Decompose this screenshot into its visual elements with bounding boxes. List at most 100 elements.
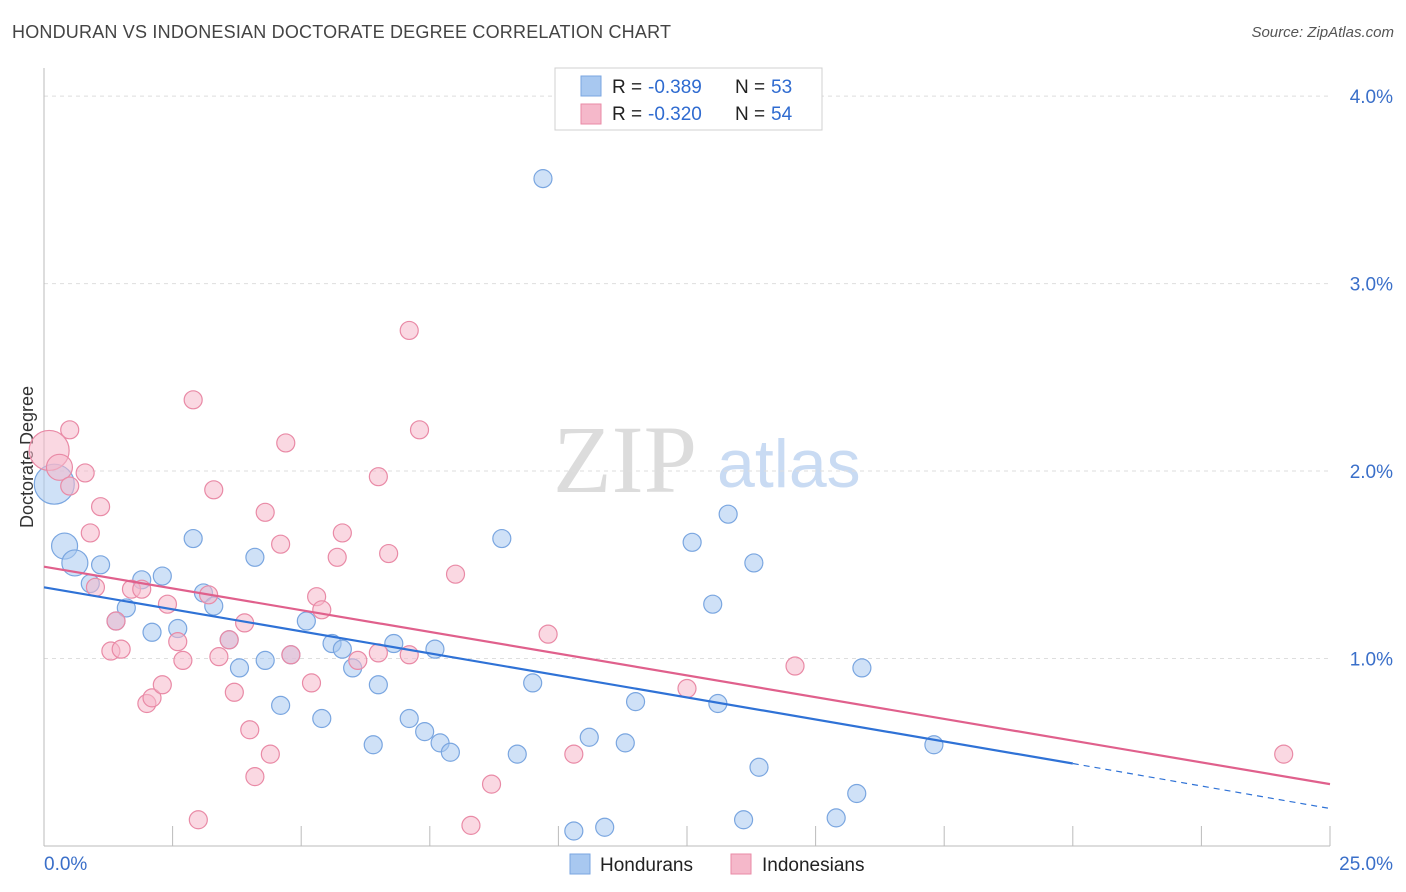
point-hondurans-25 [363, 735, 383, 755]
point-hondurans-15 [229, 658, 250, 678]
point-indonesians-19 [183, 390, 203, 410]
point-hondurans-39 [595, 817, 615, 837]
point-hondurans-36 [533, 169, 553, 189]
point-indonesians-41 [368, 467, 388, 487]
point-hondurans-51 [826, 808, 846, 828]
point-hondurans-23 [332, 639, 352, 659]
point-hondurans-9 [152, 566, 172, 586]
y-tick-label-3: 4.0% [1350, 87, 1393, 108]
point-indonesians-44 [399, 320, 419, 341]
point-hondurans-2 [61, 549, 89, 577]
point-indonesians-32 [276, 433, 296, 453]
trend-line-extension-hondurans [1072, 762, 1331, 810]
chart-legend: Hondurans Indonesians [569, 853, 864, 876]
legend-swatch-hondurans [569, 853, 591, 875]
point-hondurans-37 [564, 821, 584, 841]
x-ticks [43, 826, 1331, 846]
stats-n-label-2: N = [735, 104, 765, 125]
point-indonesians-6 [85, 577, 106, 597]
stats-box: R = -0.389 N = 53 R = -0.320 N = 54 [554, 67, 823, 131]
point-hondurans-8 [142, 622, 162, 642]
point-hondurans-41 [625, 692, 646, 712]
point-indonesians-52 [785, 656, 805, 676]
stats-n-label-1: N = [735, 77, 765, 98]
point-indonesians-48 [481, 774, 502, 794]
point-indonesians-33 [281, 645, 301, 665]
point-indonesians-30 [260, 744, 280, 764]
x-tick-label-0: 0.0% [44, 854, 87, 875]
y-tick-label-2: 3.0% [1350, 275, 1393, 296]
point-indonesians-14 [142, 688, 162, 708]
point-indonesians-22 [204, 480, 224, 500]
point-indonesians-24 [219, 630, 239, 650]
watermark-zip: ZIP [553, 406, 697, 513]
point-indonesians-47 [461, 815, 481, 835]
stats-n-value-1: 53 [771, 77, 792, 98]
stats-r-label-1: R = [612, 77, 642, 98]
point-hondurans-43 [703, 594, 723, 614]
point-hondurans-42 [682, 532, 702, 552]
point-indonesians-39 [348, 650, 368, 671]
trend-lines [43, 565, 1331, 810]
point-indonesians-10 [111, 639, 131, 659]
chart-title: HONDURAN VS INDONESIAN DOCTORATE DEGREE … [12, 22, 672, 42]
point-hondurans-50 [852, 658, 872, 678]
point-indonesians-37 [327, 547, 347, 567]
y-tick-label-0: 1.0% [1350, 650, 1393, 671]
point-indonesians-36 [312, 600, 332, 620]
legend-swatch-indonesians [730, 853, 752, 875]
point-indonesians-49 [538, 624, 558, 644]
legend-label-indonesians: Indonesians [762, 855, 864, 876]
point-hondurans-6 [116, 598, 136, 618]
x-tick-labels: 0.0% 25.0% [44, 854, 1393, 875]
point-indonesians-51 [677, 678, 697, 699]
point-indonesians-1 [45, 453, 74, 481]
point-hondurans-11 [183, 528, 203, 549]
point-indonesians-25 [224, 682, 244, 702]
point-hondurans-18 [271, 695, 291, 715]
point-indonesians-23 [209, 647, 229, 667]
point-hondurans-16 [245, 547, 265, 567]
point-hondurans-26 [368, 675, 388, 695]
point-hondurans-17 [255, 650, 275, 671]
point-hondurans-21 [312, 708, 332, 729]
point-indonesians-46 [445, 564, 466, 584]
point-hondurans-20 [296, 611, 316, 631]
stats-r-label-2: R = [612, 104, 642, 125]
point-hondurans-27 [384, 633, 404, 654]
stats-n-value-2: 54 [771, 104, 793, 125]
stats-swatch-indonesians [580, 103, 602, 125]
point-indonesians-5 [80, 523, 100, 543]
point-indonesians-38 [332, 523, 352, 543]
y-axis-title: Doctorate Degree [17, 386, 37, 528]
stats-r-value-1: -0.389 [648, 77, 702, 98]
point-hondurans-4 [90, 555, 111, 575]
grid-lines [44, 95, 1330, 660]
point-hondurans-28 [399, 708, 419, 729]
point-indonesians-42 [379, 543, 399, 564]
legend-label-hondurans: Hondurans [600, 855, 693, 876]
point-hondurans-49 [847, 783, 867, 804]
point-indonesians-3 [60, 476, 80, 496]
point-indonesians-17 [168, 632, 188, 652]
point-indonesians-31 [271, 534, 291, 554]
watermark-atlas: atlas [717, 426, 861, 502]
point-indonesians-9 [106, 611, 126, 631]
point-hondurans-40 [615, 733, 635, 753]
point-indonesians-53 [1274, 744, 1294, 764]
point-hondurans-45 [718, 504, 738, 524]
y-tick-labels: 1.0% 2.0% 3.0% 4.0% [1350, 87, 1393, 670]
point-hondurans-33 [492, 528, 512, 549]
x-tick-label-1: 25.0% [1339, 854, 1393, 875]
data-points [28, 169, 1294, 841]
point-hondurans-47 [744, 553, 764, 573]
point-hondurans-34 [507, 744, 527, 764]
stats-r-value-2: -0.320 [648, 104, 702, 125]
point-indonesians-29 [255, 502, 275, 522]
point-hondurans-35 [523, 673, 543, 693]
point-indonesians-7 [90, 497, 111, 517]
point-indonesians-4 [75, 463, 95, 483]
trend-line-hondurans [43, 586, 1073, 765]
point-hondurans-46 [733, 810, 754, 830]
